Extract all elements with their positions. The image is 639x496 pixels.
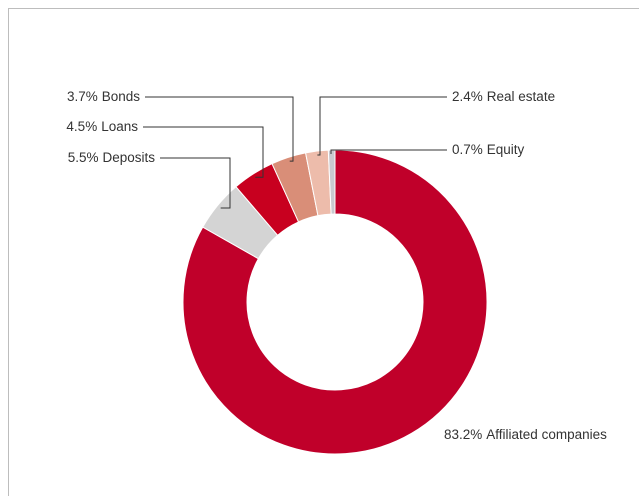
slice-category-label: Loans: [101, 119, 138, 134]
slice-value-label: 2.4%: [452, 89, 483, 104]
slice-label: 83.2% Affiliated companies: [444, 427, 607, 442]
slice-value-label: 5.5%: [68, 150, 99, 165]
slice-value-label: 83.2%: [444, 427, 482, 442]
slice-value-label: 3.7%: [67, 89, 98, 104]
slice-category-label: Bonds: [102, 89, 141, 104]
slice-category-label: Real estate: [487, 89, 555, 104]
leader-line: [330, 149, 447, 155]
slice-value-label: 0.7%: [452, 142, 483, 157]
slice-label: 3.7% Bonds: [67, 89, 140, 104]
slice-value-label: 4.5%: [66, 119, 97, 134]
slice-category-label: Equity: [487, 142, 525, 157]
slice-category-label: Deposits: [102, 150, 155, 165]
slice-category-label: Affiliated companies: [486, 427, 607, 442]
leader-line: [317, 96, 447, 156]
frame: [8, 8, 639, 496]
leader-line: [160, 157, 231, 209]
slice-label: 5.5% Deposits: [68, 150, 156, 165]
leader-line: [145, 96, 294, 162]
donut-slice: [182, 149, 488, 455]
slice-label: 4.5% Loans: [66, 119, 138, 134]
slice-label: 0.7% Equity: [452, 142, 525, 157]
leader-line: [143, 126, 264, 178]
slice-label: 2.4% Real estate: [452, 89, 555, 104]
